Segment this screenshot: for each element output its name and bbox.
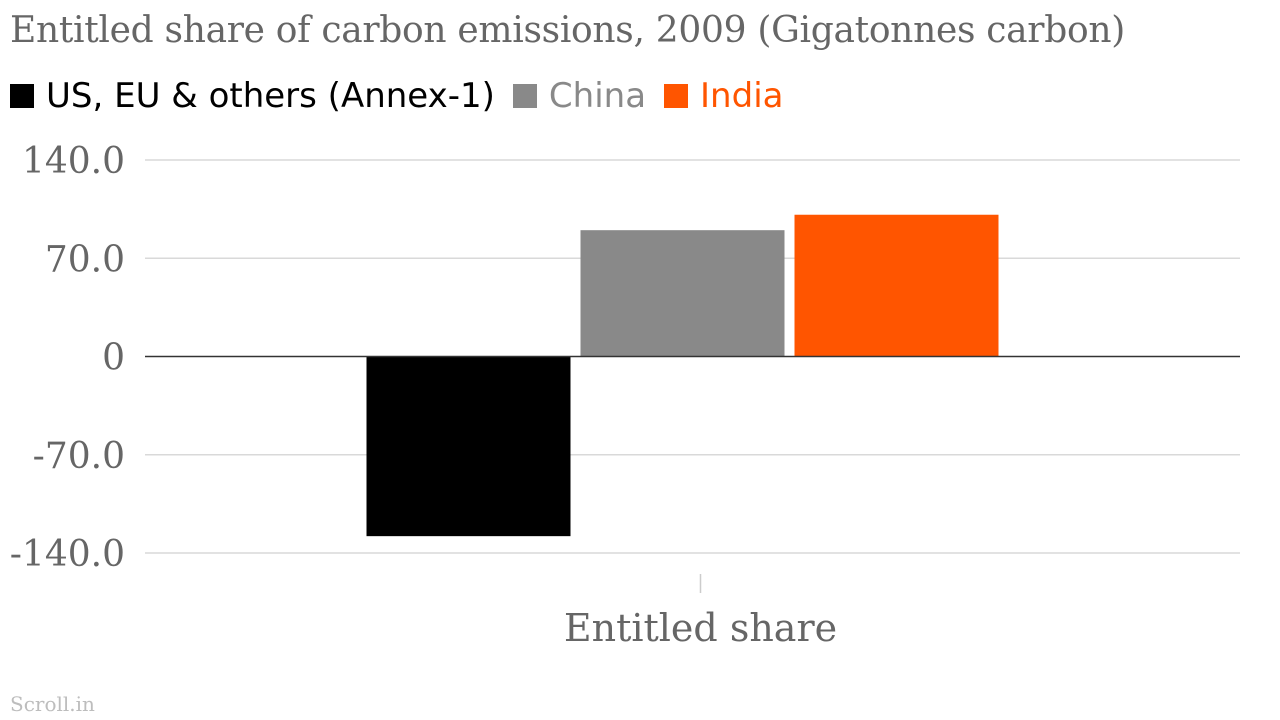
- y-tick-label: 0: [102, 338, 125, 379]
- legend-label-china: China: [548, 76, 647, 116]
- legend-item-india: India: [664, 76, 783, 116]
- legend-swatch-india: [664, 84, 689, 108]
- legend: US, EU & others (Annex-1) China India: [10, 76, 801, 116]
- legend-swatch-china: [512, 84, 537, 108]
- legend-label-annex1: US, EU & others (Annex-1): [46, 76, 495, 116]
- bar-india: [794, 214, 999, 357]
- source-credit: Scroll.in: [10, 692, 95, 716]
- y-tick-label: 70.0: [45, 239, 125, 280]
- chart-title: Entitled share of carbon emissions, 2009…: [10, 10, 1125, 51]
- bar-china: [580, 230, 785, 357]
- y-tick-label: -140.0: [10, 534, 125, 575]
- legend-item-annex1: US, EU & others (Annex-1): [10, 76, 495, 116]
- y-tick-label: 140.0: [22, 141, 125, 182]
- legend-item-china: China: [512, 76, 647, 116]
- legend-swatch-annex1: [10, 84, 34, 108]
- bar-annex1: [366, 356, 571, 537]
- legend-label-india: India: [700, 76, 784, 116]
- x-category-label: Entitled share: [564, 606, 837, 650]
- y-tick-label: -70.0: [33, 436, 125, 477]
